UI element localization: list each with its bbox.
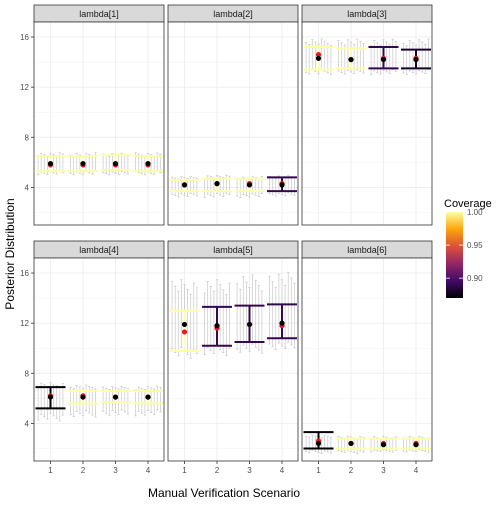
legend-tick-label: 0.90: [467, 274, 483, 283]
panel-background: [168, 258, 298, 461]
facet-strip-label: lambda[6]: [347, 245, 387, 255]
legend-tick-label: 0.95: [467, 241, 483, 250]
facet-strip-label: lambda[3]: [347, 9, 387, 19]
y-tick-label: 12: [20, 319, 29, 328]
y-tick-label: 4: [25, 419, 30, 428]
panel-border: [33, 21, 165, 226]
point-black: [47, 160, 54, 167]
point-red: [315, 51, 322, 58]
panel-5: lambda[5] 1 2 3 4: [167, 240, 299, 475]
y-axis-title: Posterior Distribution: [3, 198, 17, 309]
x-tick-label: 3: [247, 466, 252, 475]
point-black: [413, 442, 419, 448]
point-black: [348, 56, 354, 63]
panel-1: lambda[1] 4 8 12 16: [20, 4, 165, 226]
facet-strip-label: lambda[2]: [213, 9, 253, 19]
point-black: [279, 320, 285, 326]
x-tick-label: 1: [48, 466, 53, 475]
x-tick-label: 2: [349, 466, 354, 475]
panel-border: [167, 21, 299, 226]
panel-border: [167, 257, 299, 462]
x-tick-label: 1: [316, 466, 321, 475]
x-tick-label: 4: [146, 466, 151, 475]
panel-background: [302, 258, 432, 461]
y-tick-label: 12: [20, 83, 29, 92]
x-tick-label: 2: [81, 466, 86, 475]
panel-border: [301, 257, 433, 462]
coverage-legend: Coverage 1.00 0.95 0.90: [444, 198, 492, 298]
y-tick-label: 16: [20, 33, 29, 42]
point-black: [315, 55, 322, 61]
point-black: [112, 394, 119, 400]
facet-strip-label: lambda[1]: [79, 9, 119, 19]
point-black: [380, 56, 387, 63]
point-black: [279, 182, 285, 188]
panel-border: [301, 21, 433, 226]
panel-3: lambda[3]: [301, 4, 433, 226]
point-black: [47, 394, 54, 400]
facet-strip-label: lambda[4]: [79, 245, 119, 255]
x-tick-label: 4: [414, 466, 419, 475]
panel-background: [34, 258, 164, 461]
legend-colorbar: [446, 212, 463, 298]
y-tick-label: 4: [25, 183, 30, 192]
panel-2: lambda[2]: [167, 4, 299, 226]
point-black: [413, 56, 419, 63]
point-black: [80, 394, 86, 400]
panel-6: lambda[6] 1 2 3 4: [301, 240, 433, 475]
y-tick-label: 8: [25, 369, 30, 378]
x-tick-label: 2: [215, 466, 220, 475]
point-black: [181, 321, 188, 328]
point-black: [145, 394, 151, 400]
point-red: [181, 329, 188, 335]
point-black: [348, 440, 354, 447]
x-tick-label: 3: [113, 466, 118, 475]
point-black: [80, 160, 86, 167]
x-tick-label: 3: [381, 466, 386, 475]
panel-background: [302, 22, 432, 225]
x-tick-label: 4: [280, 466, 285, 475]
point-black: [145, 160, 151, 167]
legend-ticks: 1.00 0.95 0.90: [446, 208, 483, 283]
y-tick-label: 8: [25, 133, 30, 142]
point-black: [315, 440, 322, 447]
legend-tick-label: 1.00: [467, 208, 483, 217]
facet-strip-label: lambda[5]: [213, 245, 253, 255]
x-tick-label: 1: [182, 466, 187, 475]
point-black: [214, 323, 220, 329]
panel-border: [33, 257, 165, 462]
point-black: [112, 160, 119, 167]
panel-background: [34, 22, 164, 225]
legend-title: Coverage: [444, 198, 492, 210]
x-axis-title: Manual Verification Scenario: [148, 486, 300, 500]
y-tick-label: 16: [20, 269, 29, 278]
point-black: [214, 181, 220, 187]
point-black: [181, 182, 188, 188]
point-black: [246, 321, 253, 328]
point-black: [246, 182, 253, 188]
point-black: [380, 442, 387, 448]
